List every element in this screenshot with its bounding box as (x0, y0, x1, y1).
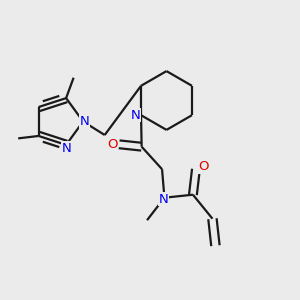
Text: O: O (198, 160, 209, 173)
Text: O: O (107, 138, 118, 151)
Text: N: N (62, 142, 72, 155)
Text: N: N (80, 115, 89, 128)
Text: N: N (159, 193, 169, 206)
Text: N: N (131, 109, 140, 122)
